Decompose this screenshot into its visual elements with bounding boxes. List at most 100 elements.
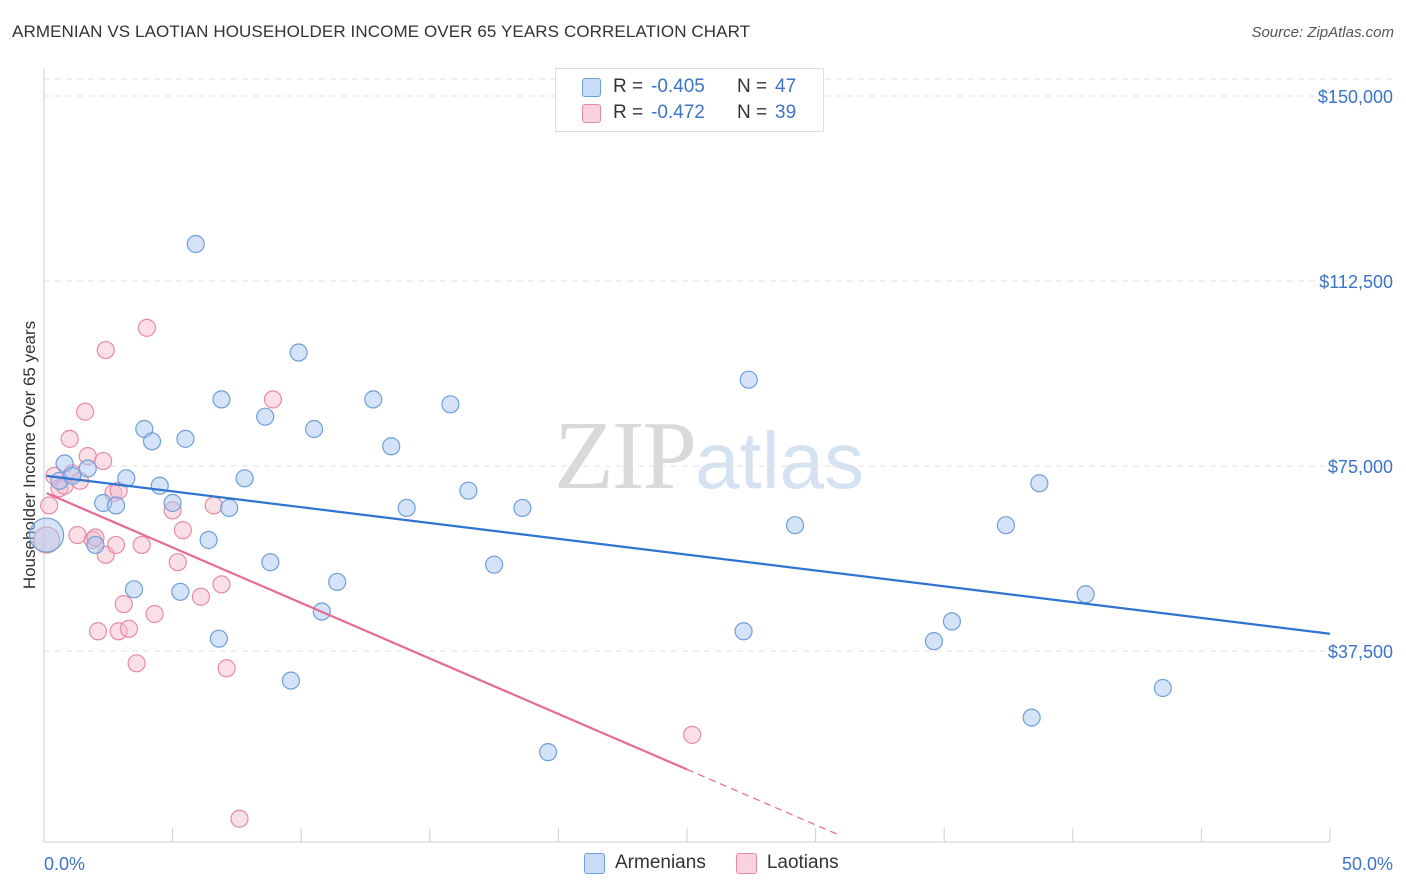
laotian-point-30 — [191, 587, 210, 606]
legend-n-label: N = — [737, 76, 768, 97]
laotian-legend-swatch — [735, 852, 757, 874]
laotian-point-34 — [230, 809, 249, 828]
armenian-points — [28, 234, 1172, 762]
laotian-legend-label: Laotians — [766, 852, 839, 873]
armenian-point-4 — [78, 459, 97, 478]
laotian-point-9 — [76, 402, 95, 421]
laotian-point-21 — [114, 595, 133, 614]
armenian-point-38 — [739, 370, 758, 389]
armenian-point-29 — [364, 390, 383, 409]
laotian-point-26 — [145, 604, 164, 624]
armenian-point-21 — [235, 469, 254, 488]
legend-n-label: N = — [737, 102, 768, 123]
laotian-point-22 — [119, 619, 138, 638]
armenian-point-35 — [513, 498, 532, 518]
source-label: Source: ZipAtlas.com — [1251, 24, 1394, 41]
armenian-point-31 — [397, 498, 416, 518]
armenian-point-18 — [209, 629, 228, 648]
legend-n-value: 47 — [775, 76, 797, 97]
laotian-point-16 — [96, 340, 115, 360]
armenian-trend-line — [46, 474, 1331, 635]
armenian-point-19 — [212, 390, 231, 409]
armenian-point-17 — [199, 530, 218, 550]
laotian-point-7 — [68, 525, 87, 545]
armenian-point-34 — [485, 555, 504, 574]
y-tick-labels: $37,500 $75,000 $112,500 $150,000 — [1318, 87, 1393, 662]
laotian-point-1 — [40, 496, 59, 515]
armenian-point-7 — [106, 496, 126, 515]
y-tick-label-3: $150,000 — [1318, 87, 1393, 107]
y-tick-label-1: $75,000 — [1328, 457, 1393, 477]
watermark-zip: ZIP — [554, 402, 697, 510]
zipatlas-watermark: ZIPatlas — [554, 400, 864, 512]
armenian-point-45 — [1076, 585, 1095, 604]
armenian-point-36 — [539, 743, 558, 762]
y-tick-label-0: $37,500 — [1328, 642, 1393, 662]
legend-row-armenians: R = -0.405 N = 47 — [582, 75, 796, 99]
armenian-point-40 — [924, 632, 944, 651]
laotian-point-5 — [60, 429, 79, 448]
armenian-point-8 — [117, 469, 136, 488]
armenian-swatch — [582, 77, 601, 97]
armenian-point-0 — [28, 517, 65, 553]
legend-n-value: 39 — [775, 102, 797, 123]
series-legend: Armenians Laotians — [584, 852, 869, 874]
laotian-point-28 — [168, 553, 187, 572]
armenian-point-9 — [124, 580, 144, 599]
laotian-point-14 — [94, 451, 113, 471]
armenian-point-42 — [996, 516, 1016, 535]
armenian-point-14 — [171, 582, 190, 601]
armenian-point-28 — [328, 572, 347, 592]
laotian-point-35 — [263, 390, 283, 409]
armenian-point-11 — [142, 432, 162, 451]
x-ticks — [43, 828, 1331, 842]
armenian-point-26 — [304, 419, 324, 439]
armenian-point-25 — [289, 343, 308, 362]
grid-lines — [44, 78, 1395, 652]
correlation-legend: R = -0.405 N = 47 R = -0.472 N = 39 — [555, 68, 824, 132]
armenian-point-33 — [459, 481, 478, 500]
legend-r-value: -0.472 — [651, 102, 705, 123]
laotian-trend-line — [46, 492, 688, 771]
legend-r-label: R = — [613, 76, 644, 97]
armenian-point-20 — [220, 498, 239, 518]
legend-item-armenians: Armenians — [584, 852, 706, 874]
armenian-point-37 — [734, 622, 753, 641]
armenian-point-12 — [150, 476, 169, 495]
chart-title: ARMENIAN VS LAOTIAN HOUSEHOLDER INCOME O… — [12, 22, 751, 41]
armenian-legend-label: Armenians — [615, 852, 706, 873]
laotian-point-32 — [212, 575, 231, 594]
armenian-point-39 — [785, 516, 805, 535]
armenian-point-13 — [163, 493, 182, 513]
laotian-trend-extension — [686, 768, 842, 837]
armenian-point-22 — [256, 407, 275, 426]
x-tick-labels: 0.0% 50.0% — [44, 854, 1393, 874]
laotian-point-23 — [127, 654, 146, 673]
legend-item-laotians: Laotians — [735, 852, 839, 874]
armenian-point-5 — [86, 535, 105, 555]
legend-r-value: -0.405 — [651, 76, 705, 97]
armenian-point-44 — [1030, 474, 1049, 493]
armenian-point-46 — [1153, 678, 1172, 698]
trend-lines — [46, 474, 1331, 837]
armenian-point-15 — [176, 429, 195, 448]
legend-row-laotians: R = -0.472 N = 39 — [582, 101, 796, 125]
armenian-point-30 — [382, 437, 401, 456]
laotian-point-33 — [217, 659, 236, 678]
laotian-point-18 — [106, 535, 126, 555]
legend-r-label: R = — [613, 102, 644, 123]
x-tick-label-1: 50.0% — [1342, 854, 1393, 874]
laotian-point-24 — [132, 535, 151, 555]
armenian-point-43 — [1022, 708, 1041, 727]
laotian-point-29 — [173, 521, 192, 540]
y-tick-label-2: $112,500 — [1319, 272, 1393, 292]
armenian-point-41 — [942, 612, 962, 631]
laotian-point-13 — [88, 622, 108, 641]
armenian-point-32 — [441, 395, 460, 414]
x-tick-label-0: 0.0% — [44, 854, 85, 874]
armenian-point-16 — [186, 234, 205, 254]
watermark-atlas: atlas — [695, 416, 864, 505]
armenian-point-23 — [261, 553, 280, 572]
armenian-point-3 — [63, 466, 82, 485]
